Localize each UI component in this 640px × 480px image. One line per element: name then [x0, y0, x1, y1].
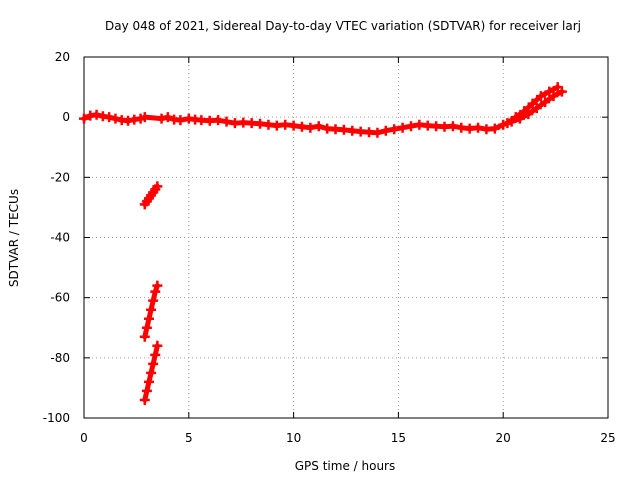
data-point [139, 331, 150, 342]
data-point [397, 122, 408, 133]
data-point [322, 123, 333, 134]
data-point [204, 115, 215, 126]
y-tick-label: -20 [50, 170, 70, 184]
series-main-trace [79, 86, 567, 138]
data-point [148, 358, 159, 369]
x-tick-label: 15 [391, 431, 406, 445]
data-point [527, 98, 538, 109]
data-point [330, 124, 341, 135]
data-point [439, 121, 450, 132]
data-point [502, 118, 513, 129]
data-point [263, 119, 274, 130]
data-point [519, 106, 530, 117]
data-point [431, 121, 442, 132]
y-tick-label: -100 [43, 411, 70, 425]
data-point [447, 121, 458, 132]
data-point [271, 120, 282, 131]
data-point [141, 322, 152, 333]
data-point [255, 118, 266, 129]
data-point [473, 122, 484, 133]
data-point [221, 116, 232, 127]
data-point [150, 349, 161, 360]
data-point [510, 112, 521, 123]
data-point [347, 125, 358, 136]
data-point [104, 112, 115, 123]
x-axis-label: GPS time / hours [295, 459, 396, 473]
data-point [152, 181, 163, 192]
data-point [150, 286, 161, 297]
y-axis-label: SDTVAR / TECUs [7, 189, 21, 287]
data-point [152, 280, 163, 291]
data-point [143, 313, 154, 324]
data-point [91, 109, 102, 120]
series-arc-segment-2 [139, 280, 163, 342]
data-point [139, 112, 150, 123]
chart-title: Day 048 of 2021, Sidereal Day-to-day VTE… [105, 19, 581, 33]
data-point [355, 126, 366, 137]
data-point [146, 304, 157, 315]
x-tick-label: 10 [286, 431, 301, 445]
data-point [288, 120, 299, 131]
y-tick-label: -40 [50, 231, 70, 245]
data-point [238, 117, 249, 128]
data-point [540, 97, 551, 108]
x-tick-label: 20 [496, 431, 511, 445]
data-point [544, 86, 555, 97]
data-point [156, 113, 167, 124]
x-tick-label: 0 [80, 431, 88, 445]
data-point [389, 124, 400, 135]
data-point [213, 115, 224, 126]
data-point [422, 120, 433, 131]
data-point [162, 112, 173, 123]
data-point [313, 121, 324, 132]
data-point [552, 82, 563, 93]
y-tick-label: -60 [50, 291, 70, 305]
data-point [364, 127, 375, 138]
data-point [139, 394, 150, 405]
y-tick-label: 0 [62, 110, 70, 124]
data-point [152, 340, 163, 351]
data-point [79, 113, 89, 124]
data-point [296, 121, 307, 132]
data-points [79, 82, 567, 405]
data-point [148, 295, 159, 306]
data-point [175, 115, 186, 126]
series-upper-branch [502, 82, 563, 129]
tick-labels: 0 5 10 15 20 25 -100 -80 -60 -40 -20 0 20 [43, 50, 616, 445]
y-tick-label: -80 [50, 351, 70, 365]
x-tick-label: 5 [185, 431, 193, 445]
data-point [489, 123, 500, 134]
data-point [280, 119, 291, 130]
y-tick-label: 20 [55, 50, 70, 64]
data-point [535, 91, 546, 102]
data-point [305, 122, 316, 133]
axes [83, 56, 609, 419]
data-point [464, 123, 475, 134]
data-point [372, 127, 383, 138]
data-point [141, 385, 152, 396]
series-arc-segment-1 [139, 181, 163, 210]
data-point [481, 124, 492, 135]
data-point [380, 125, 391, 136]
data-point [196, 115, 207, 126]
data-point [405, 121, 416, 132]
data-point [229, 118, 240, 129]
data-point [456, 122, 467, 133]
x-tick-label: 25 [600, 431, 615, 445]
data-point [246, 118, 257, 129]
data-point [338, 124, 349, 135]
data-point [146, 367, 157, 378]
data-point [110, 113, 121, 124]
data-point [414, 119, 425, 130]
data-point [143, 376, 154, 387]
series-arc-segment-3 [139, 340, 163, 405]
